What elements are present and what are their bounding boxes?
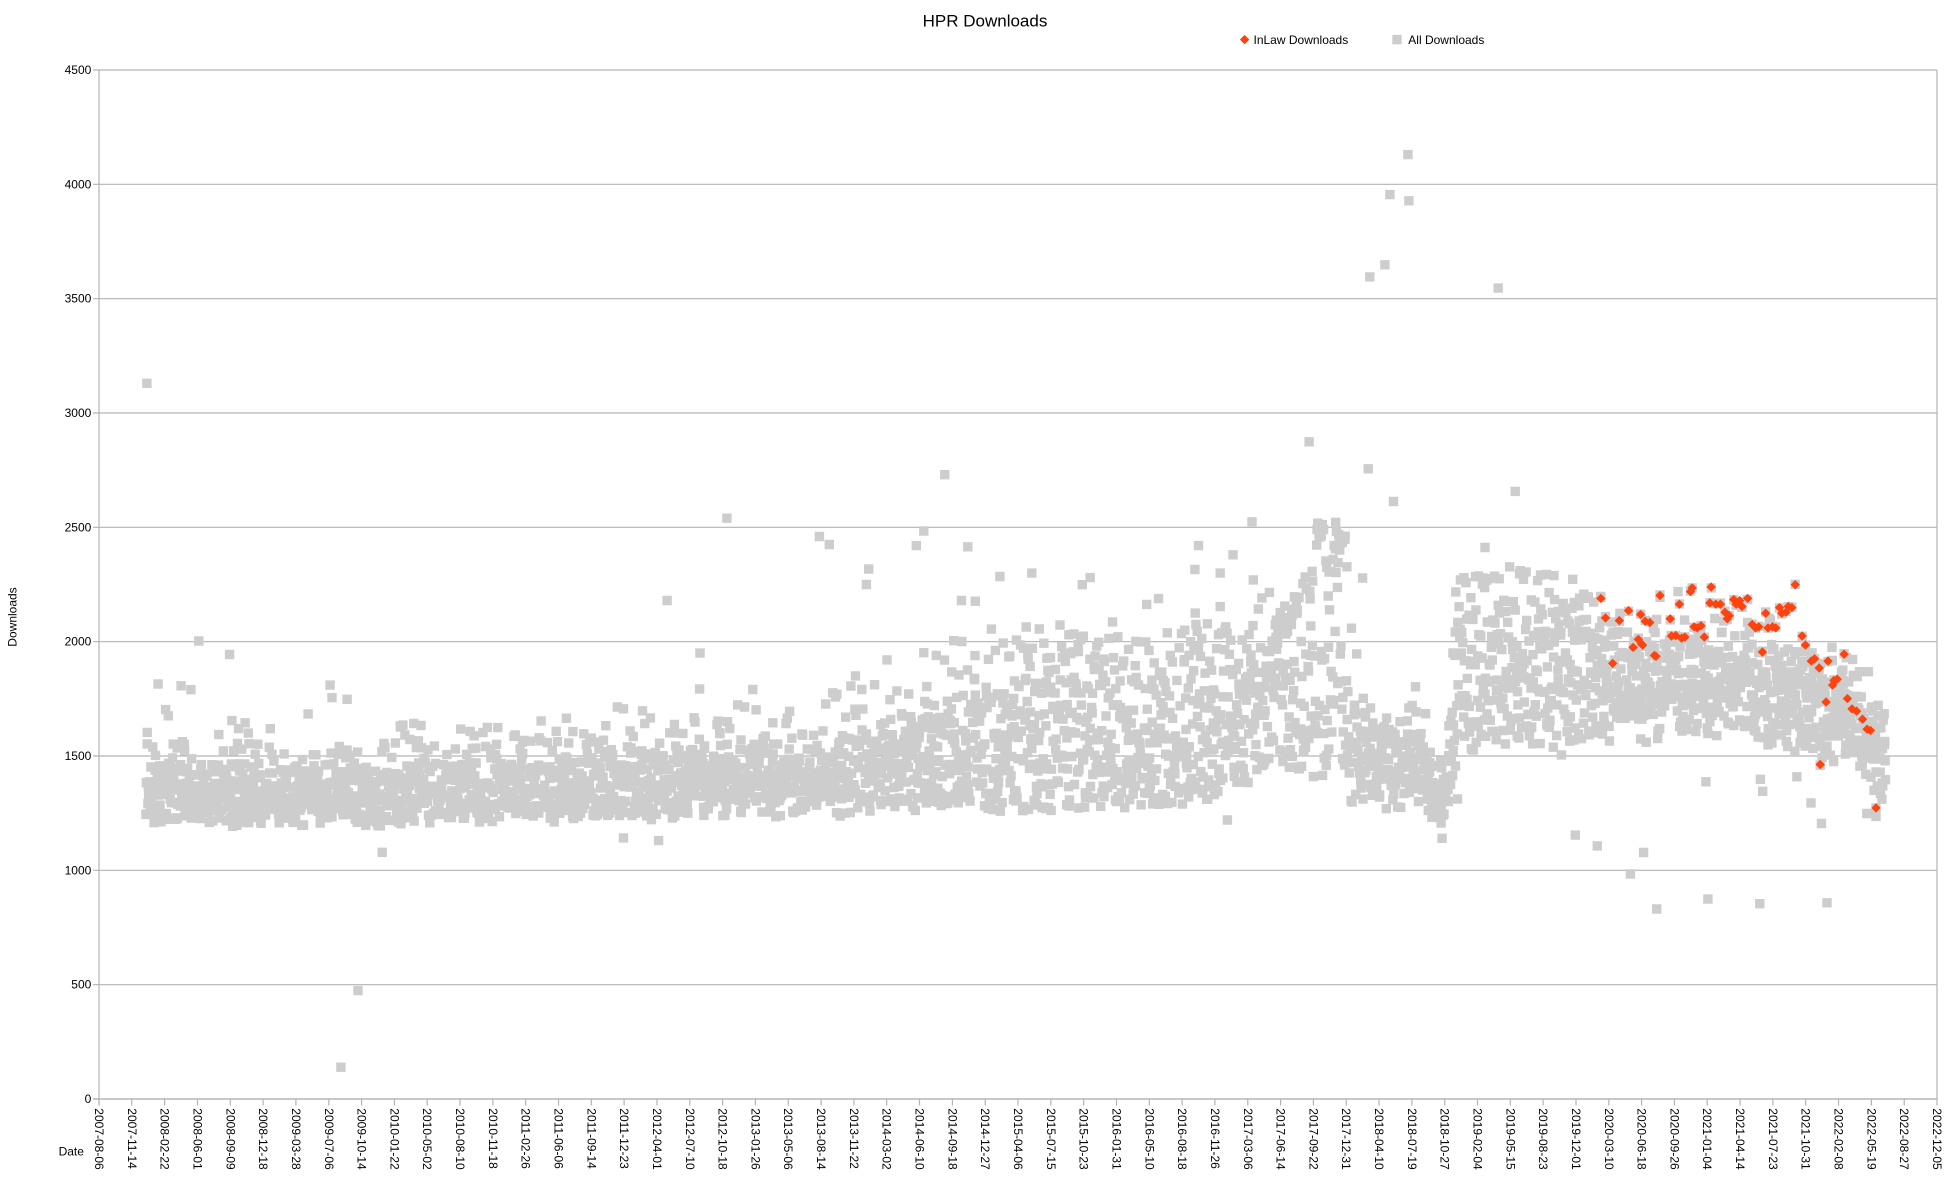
svg-text:2010-11-18: 2010-11-18 <box>486 1108 500 1169</box>
svg-text:2017-06-14: 2017-06-14 <box>1274 1108 1288 1170</box>
svg-text:HPR Downloads: HPR Downloads <box>923 12 1048 31</box>
svg-text:2008-02-22: 2008-02-22 <box>158 1108 172 1170</box>
svg-text:2014-03-02: 2014-03-02 <box>880 1108 894 1170</box>
svg-text:2016-11-26: 2016-11-26 <box>1208 1108 1222 1169</box>
svg-text:2011-12-23: 2011-12-23 <box>617 1108 631 1169</box>
svg-text:2013-08-14: 2013-08-14 <box>814 1108 828 1170</box>
svg-text:2000: 2000 <box>65 635 92 649</box>
svg-text:2500: 2500 <box>65 520 92 534</box>
svg-text:2016-05-10: 2016-05-10 <box>1142 1108 1156 1170</box>
svg-text:2013-05-06: 2013-05-06 <box>781 1108 795 1170</box>
svg-text:2020-06-18: 2020-06-18 <box>1635 1108 1649 1170</box>
svg-text:2022-12-05: 2022-12-05 <box>1930 1108 1944 1170</box>
svg-text:2018-10-27: 2018-10-27 <box>1438 1108 1452 1170</box>
svg-text:1000: 1000 <box>65 863 92 877</box>
svg-text:2010-08-10: 2010-08-10 <box>453 1108 467 1170</box>
svg-text:InLaw Downloads: InLaw Downloads <box>1254 33 1349 47</box>
svg-text:2011-02-26: 2011-02-26 <box>519 1108 533 1169</box>
svg-text:2020-03-10: 2020-03-10 <box>1602 1108 1616 1170</box>
svg-text:2020-09-26: 2020-09-26 <box>1667 1108 1681 1170</box>
svg-text:2016-01-31: 2016-01-31 <box>1110 1108 1124 1170</box>
svg-text:2015-04-06: 2015-04-06 <box>1011 1108 1025 1170</box>
svg-text:2022-08-27: 2022-08-27 <box>1897 1108 1911 1170</box>
svg-text:2011-09-14: 2011-09-14 <box>584 1108 598 1169</box>
svg-text:3500: 3500 <box>65 292 92 306</box>
svg-text:Date: Date <box>59 1144 85 1158</box>
svg-text:2013-01-26: 2013-01-26 <box>748 1108 762 1170</box>
svg-text:All Downloads: All Downloads <box>1408 33 1484 47</box>
svg-text:2011-06-06: 2011-06-06 <box>552 1108 566 1169</box>
svg-text:2012-07-10: 2012-07-10 <box>683 1108 697 1170</box>
svg-text:2017-03-06: 2017-03-06 <box>1241 1108 1255 1170</box>
svg-text:2019-08-23: 2019-08-23 <box>1536 1108 1550 1170</box>
svg-text:2014-12-27: 2014-12-27 <box>978 1108 992 1170</box>
svg-text:2013-11-22: 2013-11-22 <box>847 1108 861 1169</box>
svg-text:2019-02-04: 2019-02-04 <box>1471 1108 1485 1170</box>
svg-text:2012-10-18: 2012-10-18 <box>716 1108 730 1170</box>
svg-text:2008-06-01: 2008-06-01 <box>191 1108 205 1170</box>
svg-text:2018-07-19: 2018-07-19 <box>1405 1108 1419 1170</box>
svg-text:500: 500 <box>71 978 91 992</box>
svg-text:2014-06-10: 2014-06-10 <box>913 1108 927 1170</box>
svg-text:2010-05-02: 2010-05-02 <box>420 1108 434 1170</box>
svg-text:2018-04-10: 2018-04-10 <box>1372 1108 1386 1170</box>
svg-text:3000: 3000 <box>65 406 92 420</box>
svg-text:2008-12-18: 2008-12-18 <box>256 1108 270 1170</box>
svg-text:4500: 4500 <box>65 63 92 77</box>
svg-text:0: 0 <box>85 1092 92 1106</box>
svg-text:2009-03-28: 2009-03-28 <box>289 1108 303 1170</box>
svg-text:2022-05-19: 2022-05-19 <box>1864 1108 1878 1170</box>
svg-text:2022-02-08: 2022-02-08 <box>1832 1108 1846 1170</box>
svg-text:2019-12-01: 2019-12-01 <box>1569 1108 1583 1170</box>
svg-text:2017-09-22: 2017-09-22 <box>1306 1108 1320 1170</box>
svg-text:2007-11-14: 2007-11-14 <box>125 1108 139 1169</box>
svg-text:2021-01-04: 2021-01-04 <box>1700 1108 1714 1170</box>
svg-text:2021-07-23: 2021-07-23 <box>1766 1108 1780 1170</box>
svg-text:2010-01-22: 2010-01-22 <box>387 1108 401 1170</box>
svg-text:2007-08-06: 2007-08-06 <box>92 1108 106 1170</box>
svg-text:2009-07-06: 2009-07-06 <box>322 1108 336 1170</box>
svg-text:2016-08-18: 2016-08-18 <box>1175 1108 1189 1170</box>
svg-text:2017-12-31: 2017-12-31 <box>1339 1108 1353 1170</box>
svg-text:2015-10-23: 2015-10-23 <box>1077 1108 1091 1170</box>
svg-text:2021-04-14: 2021-04-14 <box>1733 1108 1747 1170</box>
svg-text:1500: 1500 <box>65 749 92 763</box>
svg-text:2008-09-09: 2008-09-09 <box>223 1108 237 1170</box>
svg-text:2015-07-15: 2015-07-15 <box>1044 1108 1058 1170</box>
svg-text:2009-10-14: 2009-10-14 <box>355 1108 369 1170</box>
svg-text:4000: 4000 <box>65 177 92 191</box>
svg-text:2014-09-18: 2014-09-18 <box>945 1108 959 1170</box>
svg-text:2012-04-01: 2012-04-01 <box>650 1108 664 1170</box>
svg-text:2021-10-31: 2021-10-31 <box>1799 1108 1813 1170</box>
svg-text:2019-05-15: 2019-05-15 <box>1503 1108 1517 1170</box>
svg-text:Downloads: Downloads <box>5 587 19 646</box>
